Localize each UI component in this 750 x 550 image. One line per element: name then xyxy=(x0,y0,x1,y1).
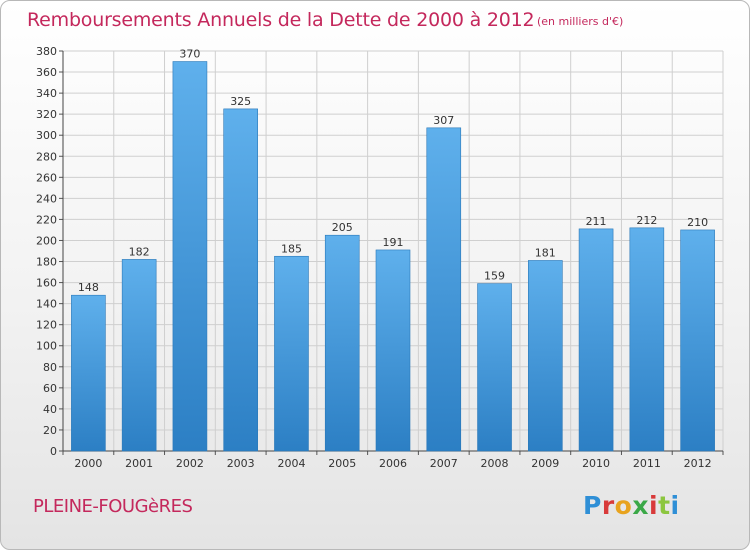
bar-2006 xyxy=(375,249,411,452)
data-label-2004: 185 xyxy=(281,242,302,255)
x-tick-label-2009: 2009 xyxy=(531,457,559,470)
x-tick-label-2001: 2001 xyxy=(125,457,153,470)
proxiti-logo: Proxiti xyxy=(583,491,680,520)
y-tick-label: 240 xyxy=(36,192,57,205)
bar-2007 xyxy=(426,127,462,452)
bar-2009 xyxy=(528,260,563,452)
data-label-2003: 325 xyxy=(230,95,251,108)
data-label-2011: 212 xyxy=(636,214,657,227)
data-label-2001: 182 xyxy=(129,245,150,258)
y-tick-label: 260 xyxy=(36,171,57,184)
x-tick-label-2012: 2012 xyxy=(684,457,712,470)
bar-2011 xyxy=(629,227,665,452)
bar-2005 xyxy=(324,234,360,452)
bars xyxy=(71,61,715,452)
y-tick-label: 0 xyxy=(50,445,57,458)
x-tick-label-2003: 2003 xyxy=(227,457,255,470)
y-tick-label: 40 xyxy=(43,403,57,416)
y-tick-label: 80 xyxy=(43,361,57,374)
bar-2004 xyxy=(274,255,309,452)
y-tick-label: 180 xyxy=(36,256,57,269)
labels: 0 20 40 60 80 100 120 140 160 180 200 220 240 260 280 3… xyxy=(36,45,712,470)
data-label-2000: 148 xyxy=(78,281,99,294)
data-label-2005: 205 xyxy=(332,221,353,234)
y-tick-label: 100 xyxy=(36,340,57,353)
data-label-2002: 370 xyxy=(179,48,200,61)
x-tick-label-2005: 2005 xyxy=(328,457,356,470)
x-tick-label-2010: 2010 xyxy=(582,457,610,470)
y-tick-label: 380 xyxy=(36,45,57,58)
y-tick-label: 140 xyxy=(36,298,57,311)
y-tick-label: 300 xyxy=(36,129,57,142)
bar-2008 xyxy=(477,283,512,452)
x-tick-label-2004: 2004 xyxy=(277,457,305,470)
y-tick-label: 220 xyxy=(36,213,57,226)
x-tick-label-2000: 2000 xyxy=(74,457,102,470)
commune-name: PLEINE-FOUGèRES xyxy=(33,496,193,517)
logo-letter: t xyxy=(658,491,671,520)
bar-2000 xyxy=(71,294,106,452)
data-label-2012: 210 xyxy=(687,216,708,229)
y-tick-label: 340 xyxy=(36,87,57,100)
chart-title: Remboursements Annuels de la Dette de 20… xyxy=(27,9,535,31)
bar-2010 xyxy=(578,228,614,452)
y-tick-label: 360 xyxy=(36,66,57,79)
x-tick-label-2006: 2006 xyxy=(379,457,407,470)
y-tick-label: 320 xyxy=(36,108,57,121)
logo-letter: i xyxy=(649,491,659,520)
chart-subtitle: (en milliers d'€) xyxy=(537,15,624,28)
data-label-2008: 159 xyxy=(484,270,505,283)
bar-2001 xyxy=(121,259,157,452)
data-label-2006: 191 xyxy=(383,236,404,249)
y-tick-label: 20 xyxy=(43,424,57,437)
data-label-2007: 307 xyxy=(433,114,454,127)
logo-letter: P xyxy=(583,491,602,520)
logo-letter: r xyxy=(601,491,615,520)
data-label-2010: 211 xyxy=(586,215,607,228)
logo-letter: i xyxy=(670,491,680,520)
data-label-2009: 181 xyxy=(535,246,556,259)
y-tick-label: 200 xyxy=(36,234,57,247)
x-tick-label-2011: 2011 xyxy=(633,457,661,470)
bar-2012 xyxy=(680,229,715,452)
bar-2003 xyxy=(223,108,258,452)
y-tick-label: 280 xyxy=(36,150,57,163)
x-tick-label-2008: 2008 xyxy=(481,457,509,470)
y-tick-label: 60 xyxy=(43,382,57,395)
logo-letter: x xyxy=(632,491,649,520)
logo-letter: o xyxy=(614,491,633,520)
x-tick-label-2002: 2002 xyxy=(176,457,204,470)
y-tick-label: 120 xyxy=(36,319,57,332)
x-tick-label-2007: 2007 xyxy=(430,457,458,470)
y-tick-label: 160 xyxy=(36,277,57,290)
bar-2002 xyxy=(172,61,208,452)
